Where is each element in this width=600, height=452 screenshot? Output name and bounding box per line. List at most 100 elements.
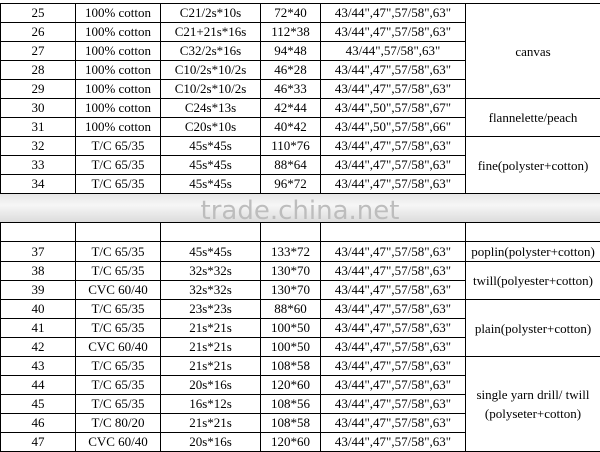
- composition: 100% cotton: [76, 4, 161, 23]
- width: 43/44",47",57/58",63": [321, 376, 466, 395]
- density: 42*44: [261, 99, 321, 118]
- density: 88*64: [261, 156, 321, 175]
- width: 43/44",47",57/58",63": [321, 242, 466, 262]
- composition: 100% cotton: [76, 23, 161, 42]
- density: 108*58: [261, 414, 321, 433]
- composition: T/C 80/20: [76, 414, 161, 433]
- row-number: 32: [1, 137, 76, 156]
- density: 112*38: [261, 23, 321, 42]
- density: 100*50: [261, 319, 321, 338]
- row-number: 38: [1, 262, 76, 281]
- composition: 100% cotton: [76, 42, 161, 61]
- composition: 100% cotton: [76, 80, 161, 99]
- yarn-count: 32s*32s: [161, 281, 261, 300]
- composition: 100% cotton: [76, 61, 161, 80]
- density: 120*60: [261, 433, 321, 452]
- yarn-count: 21s*21s: [161, 338, 261, 357]
- row-number: 25: [1, 4, 76, 23]
- yarn-count: 21s*21s: [161, 319, 261, 338]
- density: 130*70: [261, 281, 321, 300]
- density: 108*56: [261, 395, 321, 414]
- fabric-type: plain(polyster+cotton): [466, 300, 600, 357]
- yarn-count: C20s*10s: [161, 118, 261, 137]
- yarn-count: 20s*16s: [161, 376, 261, 395]
- composition: T/C 65/35: [76, 395, 161, 414]
- composition: T/C 65/35: [76, 319, 161, 338]
- row-number: 26: [1, 23, 76, 42]
- row-number: 31: [1, 118, 76, 137]
- yarn-count: C10/2s*10/2s: [161, 80, 261, 99]
- row-number: 33: [1, 156, 76, 175]
- yarn-count: 21s*21s: [161, 357, 261, 376]
- width: 43/44",47",57/58",63": [321, 433, 466, 452]
- density: 40*42: [261, 118, 321, 137]
- row-number: 46: [1, 414, 76, 433]
- row-number: 30: [1, 99, 76, 118]
- row-number: 28: [1, 61, 76, 80]
- yarn-count: C24s*13s: [161, 99, 261, 118]
- composition: T/C 65/35: [76, 242, 161, 262]
- width: 43/44",47",57/58",63": [321, 338, 466, 357]
- density: 133*72: [261, 242, 321, 262]
- composition: T/C 65/35: [76, 175, 161, 194]
- yarn-count: 21s*21s: [161, 414, 261, 433]
- composition: T/C 65/35: [76, 357, 161, 376]
- width: 43/44",47",57/58",63": [321, 80, 466, 99]
- width: 43/44",47",57/58",63": [321, 23, 466, 42]
- yarn-count: 16s*12s: [161, 395, 261, 414]
- width: 43/44",57/58",63": [321, 42, 466, 61]
- density: 120*60: [261, 376, 321, 395]
- row-number: 42: [1, 338, 76, 357]
- width: 43/44",47",57/58",63": [321, 395, 466, 414]
- width: 43/44",47",57/58",63": [321, 281, 466, 300]
- fabric-type: flannelette/peach: [466, 99, 600, 137]
- density: 96*72: [261, 175, 321, 194]
- yarn-count: 45s*45s: [161, 175, 261, 194]
- composition: T/C 65/35: [76, 137, 161, 156]
- density: 108*58: [261, 357, 321, 376]
- yarn-count: 20s*16s: [161, 433, 261, 452]
- row-number: 39: [1, 281, 76, 300]
- density: 88*60: [261, 300, 321, 319]
- fabric-type: twill(polyester+cotton): [466, 262, 600, 300]
- width: 43/44",47",57/58",63": [321, 137, 466, 156]
- yarn-count: C21/2s*10s: [161, 4, 261, 23]
- width: 43/44",47",57/58",63": [321, 319, 466, 338]
- row-number: 41: [1, 319, 76, 338]
- width: 43/44",47",57/58",63": [321, 357, 466, 376]
- composition: T/C 65/35: [76, 262, 161, 281]
- width: 43/44",47",57/58",63": [321, 61, 466, 80]
- yarn-count: C32/2s*16s: [161, 42, 261, 61]
- yarn-count: 23s*23s: [161, 300, 261, 319]
- yarn-count: 45s*45s: [161, 137, 261, 156]
- width: 43/44",47",57/58",63": [321, 262, 466, 281]
- row-number: 29: [1, 80, 76, 99]
- width: 43/44",50",57/58",67": [321, 99, 466, 118]
- yarn-count: C10/2s*10/2s: [161, 61, 261, 80]
- row-number: 34: [1, 175, 76, 194]
- composition: 100% cotton: [76, 99, 161, 118]
- composition: CVC 60/40: [76, 281, 161, 300]
- yarn-count: 45s*45s: [161, 156, 261, 175]
- row-number: 37: [1, 242, 76, 262]
- density: 72*40: [261, 4, 321, 23]
- width: 43/44",50",57/58",66": [321, 118, 466, 137]
- density: 110*76: [261, 137, 321, 156]
- row-number: 45: [1, 395, 76, 414]
- composition: CVC 60/40: [76, 338, 161, 357]
- composition: 100% cotton: [76, 118, 161, 137]
- composition: T/C 65/35: [76, 376, 161, 395]
- density: 94*48: [261, 42, 321, 61]
- width: 43/44",47",57/58",63": [321, 300, 466, 319]
- composition: T/C 65/35: [76, 300, 161, 319]
- row-number: 27: [1, 42, 76, 61]
- width: 43/44",47",57/58",63": [321, 156, 466, 175]
- row-number: 47: [1, 433, 76, 452]
